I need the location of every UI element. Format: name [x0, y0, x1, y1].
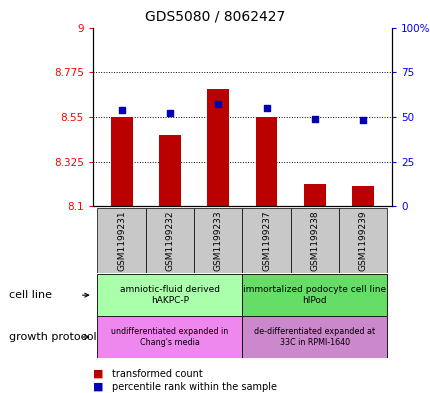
Bar — [290, 208, 338, 273]
Text: ■: ■ — [92, 382, 103, 392]
Text: percentile rank within the sample: percentile rank within the sample — [112, 382, 276, 392]
Text: immortalized podocyte cell line
hIPod: immortalized podocyte cell line hIPod — [243, 285, 386, 305]
Bar — [207, 89, 229, 206]
Bar — [97, 274, 242, 316]
Bar — [303, 184, 325, 206]
Bar — [242, 316, 387, 358]
Text: GSM1199238: GSM1199238 — [310, 210, 319, 271]
Bar — [97, 316, 242, 358]
Point — [118, 107, 125, 113]
Point — [166, 110, 173, 116]
Bar — [338, 208, 387, 273]
Bar — [194, 208, 242, 273]
Bar — [145, 208, 194, 273]
Text: ■: ■ — [92, 369, 103, 379]
Bar — [242, 208, 290, 273]
Text: GDS5080 / 8062427: GDS5080 / 8062427 — [145, 10, 285, 24]
Point — [214, 101, 221, 108]
Text: growth protocol: growth protocol — [9, 332, 96, 342]
Text: transformed count: transformed count — [112, 369, 203, 379]
Text: amniotic-fluid derived
hAKPC-P: amniotic-fluid derived hAKPC-P — [120, 285, 219, 305]
Text: GSM1199231: GSM1199231 — [117, 210, 126, 271]
Bar — [352, 186, 373, 206]
Text: GSM1199233: GSM1199233 — [213, 210, 222, 271]
Bar — [242, 274, 387, 316]
Text: de-differentiated expanded at
33C in RPMI-1640: de-differentiated expanded at 33C in RPM… — [254, 327, 375, 347]
Text: GSM1199237: GSM1199237 — [261, 210, 270, 271]
Bar — [97, 208, 145, 273]
Text: GSM1199239: GSM1199239 — [358, 210, 367, 271]
Point — [311, 116, 318, 122]
Bar — [111, 117, 132, 206]
Bar — [159, 135, 181, 206]
Text: GSM1199232: GSM1199232 — [165, 211, 174, 271]
Text: undifferentiated expanded in
Chang's media: undifferentiated expanded in Chang's med… — [111, 327, 228, 347]
Point — [359, 118, 366, 124]
Bar — [255, 117, 277, 206]
Point — [263, 105, 270, 111]
Text: cell line: cell line — [9, 290, 52, 300]
